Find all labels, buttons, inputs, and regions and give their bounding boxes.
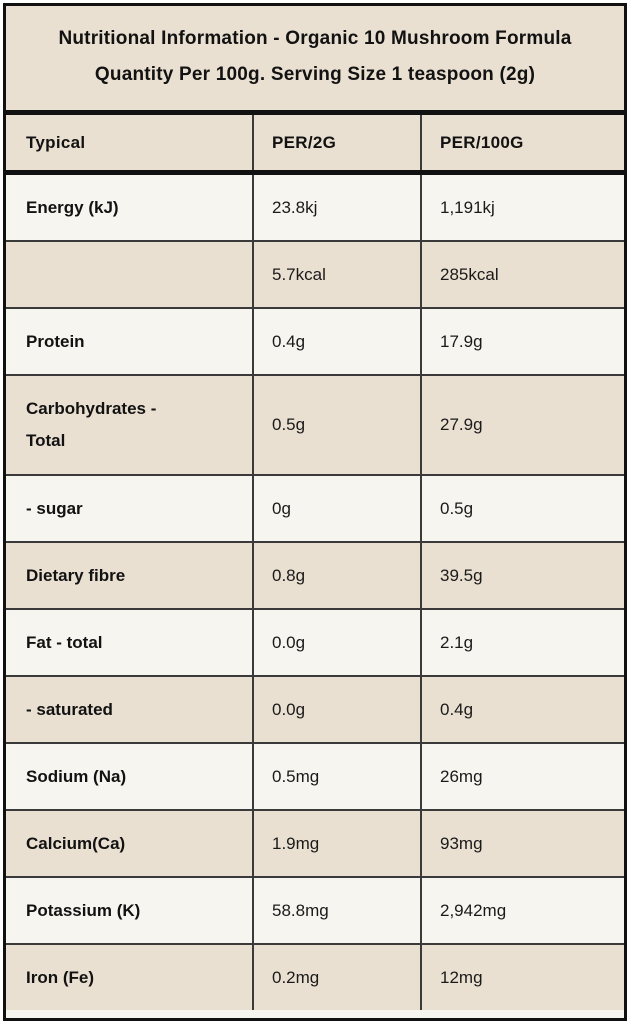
per2g-value: 0g xyxy=(252,476,420,541)
per2g-value: 0.4g xyxy=(252,309,420,374)
per100g-value: 0.5g xyxy=(420,476,624,541)
column-header-per2g: PER/2G xyxy=(252,115,420,170)
table-row-saturated-fat: - saturated 0.0g 0.4g xyxy=(6,675,624,742)
table-row-calcium: Calcium(Ca) 1.9mg 93mg xyxy=(6,809,624,876)
per2g-value: 0.2mg xyxy=(252,945,420,1010)
per2g-value: 0.8g xyxy=(252,543,420,608)
table-row-sodium: Sodium (Na) 0.5mg 26mg xyxy=(6,742,624,809)
per2g-value: 23.8kj xyxy=(252,175,420,240)
per100g-value: 17.9g xyxy=(420,309,624,374)
row-label: Fat - total xyxy=(26,632,103,652)
per2g-value: 0.5mg xyxy=(252,744,420,809)
table-row-energy-kcal: 5.7kcal 285kcal xyxy=(6,240,624,307)
per100g-value: 26mg xyxy=(420,744,624,809)
per100g-value: 93mg xyxy=(420,811,624,876)
table-row-protein: Protein 0.4g 17.9g xyxy=(6,307,624,374)
row-label: Iron (Fe) xyxy=(26,967,94,987)
column-header-typical: Typical xyxy=(26,132,86,152)
per2g-value: 5.7kcal xyxy=(252,242,420,307)
per100g-value: 12mg xyxy=(420,945,624,1010)
per100g-value: 1,191kj xyxy=(420,175,624,240)
per2g-value: 0.0g xyxy=(252,610,420,675)
row-label: - sugar xyxy=(26,498,83,518)
row-label: Calcium(Ca) xyxy=(26,833,126,853)
table-header-row: Typical PER/2G PER/100G xyxy=(6,115,624,175)
row-label: Energy (kJ) xyxy=(26,197,119,217)
per100g-value: 285kcal xyxy=(420,242,624,307)
per100g-value: 39.5g xyxy=(420,543,624,608)
per2g-value: 0.5g xyxy=(252,376,420,474)
per2g-value: 0.0g xyxy=(252,677,420,742)
table-row-potassium: Potassium (K) 58.8mg 2,942mg xyxy=(6,876,624,943)
table-row-fat-total: Fat - total 0.0g 2.1g xyxy=(6,608,624,675)
per2g-value: 58.8mg xyxy=(252,878,420,943)
row-label: Sodium (Na) xyxy=(26,766,127,786)
row-label: Potassium (K) xyxy=(26,900,141,920)
row-label: - saturated xyxy=(26,699,113,719)
per2g-value: 1.9mg xyxy=(252,811,420,876)
row-label: Dietary fibre xyxy=(26,565,126,585)
panel-title: Nutritional Information - Organic 10 Mus… xyxy=(6,6,624,115)
per100g-value: 2.1g xyxy=(420,610,624,675)
title-line-1: Nutritional Information - Organic 10 Mus… xyxy=(58,28,572,49)
table-row-dietary-fibre: Dietary fibre 0.8g 39.5g xyxy=(6,541,624,608)
table-row-energy-kj: Energy (kJ) 23.8kj 1,191kj xyxy=(6,175,624,240)
row-label: Carbohydrates - Total xyxy=(26,399,157,450)
row-label xyxy=(6,242,252,307)
row-label: Protein xyxy=(26,331,85,351)
per100g-value: 0.4g xyxy=(420,677,624,742)
per100g-value: 2,942mg xyxy=(420,878,624,943)
per100g-value: 27.9g xyxy=(420,376,624,474)
table-row-sugar: - sugar 0g 0.5g xyxy=(6,474,624,541)
table-row-carbohydrates-total: Carbohydrates - Total 0.5g 27.9g xyxy=(6,374,624,474)
table-row-iron: Iron (Fe) 0.2mg 12mg xyxy=(6,943,624,1010)
nutrition-panel: Nutritional Information - Organic 10 Mus… xyxy=(3,3,627,1021)
column-header-per100g: PER/100G xyxy=(420,115,624,170)
title-line-2: Quantity Per 100g. Serving Size 1 teaspo… xyxy=(94,64,536,85)
